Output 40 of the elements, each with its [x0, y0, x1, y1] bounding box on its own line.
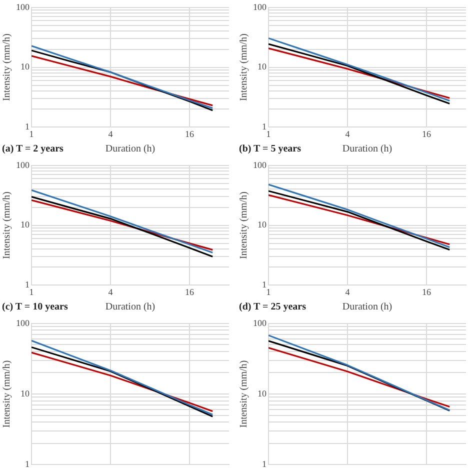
x-axis-title: Duration (h) [342, 302, 392, 313]
x-tick-label: 16 [185, 128, 194, 139]
x-axis-title: Duration (h) [105, 302, 156, 313]
x-tick-label: 16 [185, 286, 194, 297]
x-tick-label: 16 [422, 128, 432, 139]
x-tick-label: 4 [108, 286, 114, 297]
y-axis-title: Intensity (mm/h) [238, 360, 250, 428]
y-tick-label: 1 [25, 280, 30, 290]
y-tick-label: 100 [16, 318, 30, 328]
x-axis-title: Duration (h) [105, 144, 156, 155]
text: (c) T = 10 years [2, 302, 68, 313]
y-tick-label: 10 [20, 220, 30, 230]
x-tick-label: 4 [345, 128, 350, 139]
y-tick-label: 100 [253, 2, 267, 12]
y-tick-label: 1 [25, 458, 30, 469]
y-axis-title: Intensity (mm/h) [238, 192, 250, 260]
y-tick-label: 1 [25, 122, 30, 132]
x-axis-title: Duration (h) [342, 144, 392, 155]
y-tick-label: 100 [253, 318, 267, 328]
y-axis-title: Intensity (mm/h) [2, 192, 13, 260]
y-tick-label: 10 [20, 62, 30, 72]
y-tick-label: 10 [258, 388, 267, 398]
y-tick-label: 10 [258, 220, 267, 230]
y-axis-title: Intensity (mm/h) [2, 360, 13, 428]
y-tick-label: 100 [16, 160, 30, 170]
y-tick-label: 100 [16, 2, 30, 12]
x-tick-label: 16 [422, 286, 432, 297]
y-tick-label: 1 [262, 122, 266, 132]
y-tick-label: 1 [262, 458, 266, 469]
y-tick-label: 10 [258, 62, 267, 72]
text: (d) T = 25 years [239, 302, 306, 313]
text: (a) T = 2 years [2, 144, 64, 155]
y-tick-label: 10 [20, 388, 30, 398]
x-tick-label: 4 [108, 128, 114, 139]
text: (b) T = 5 years [239, 144, 302, 155]
y-axis-title: Intensity (mm/h) [2, 34, 13, 102]
y-axis-title: Intensity (mm/h) [238, 34, 250, 102]
y-tick-label: 1 [262, 280, 266, 290]
y-tick-label: 100 [253, 160, 267, 170]
x-tick-label: 4 [345, 286, 350, 297]
